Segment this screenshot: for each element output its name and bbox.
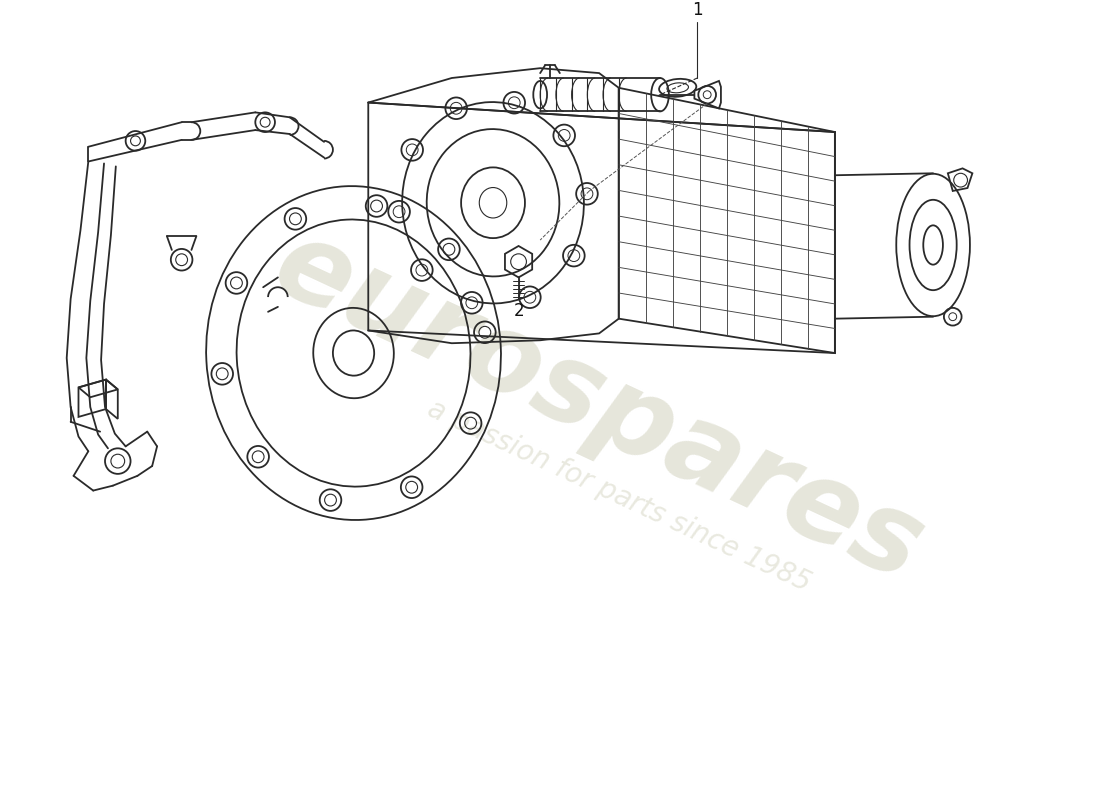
Text: 1: 1 [692,1,703,19]
Text: 2: 2 [514,302,524,320]
Text: eurospares: eurospares [258,210,940,604]
Text: a passion for parts since 1985: a passion for parts since 1985 [422,394,815,597]
